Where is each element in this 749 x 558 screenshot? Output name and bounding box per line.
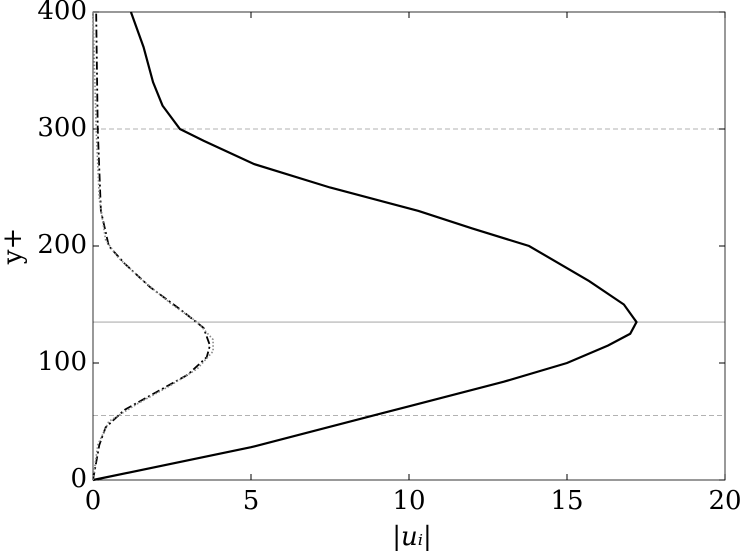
x-axis-label: |uᵢ|: [392, 522, 432, 552]
x-tick-label: 10: [392, 486, 425, 516]
data-line: [92, 11, 211, 481]
data-line: [92, 11, 214, 481]
x-tick-label: 0: [85, 486, 102, 516]
x-tick-label: 20: [708, 486, 741, 516]
y-tick-label: 200: [37, 230, 87, 260]
y-tick-label: 0: [70, 464, 87, 494]
y-axis-label: y+: [0, 228, 28, 265]
y-tick-label: 400: [37, 0, 87, 26]
plot-frame: [92, 11, 726, 481]
data-line: [92, 11, 638, 482]
y-tick-label: 300: [37, 113, 87, 143]
x-tick-label: 15: [550, 486, 583, 516]
y-tick-label: 100: [37, 347, 87, 377]
x-tick-label: 5: [243, 486, 260, 516]
